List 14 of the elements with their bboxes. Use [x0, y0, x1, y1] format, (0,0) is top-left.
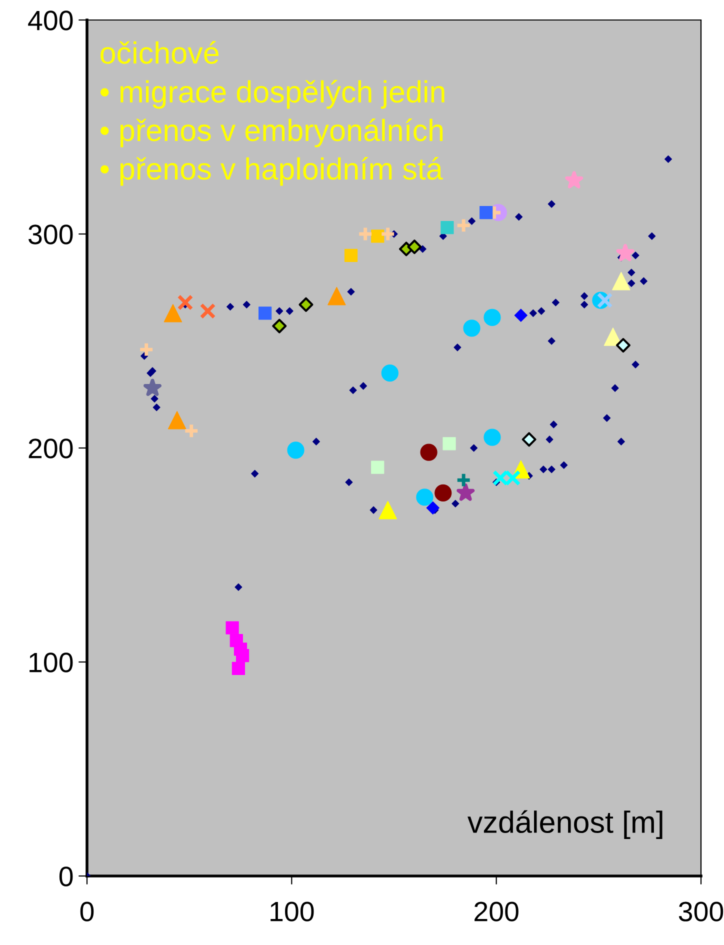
x-axis-title: vzdálenost [m] — [468, 810, 662, 840]
annotation: • přenos v haploidním stá — [100, 156, 443, 186]
x-tick-label: 0 — [80, 902, 94, 922]
annotation: • přenos v embryonálních — [100, 118, 443, 148]
x-tick-label: 100 — [270, 902, 314, 922]
annotation: očichové — [100, 41, 219, 64]
annotation: • migrace dospělých jedin — [100, 80, 444, 109]
y-tick-label: 400 — [28, 10, 73, 30]
y-tick-label: 100 — [30, 652, 73, 672]
x-tick-label: 300 — [678, 902, 724, 922]
x-tick-label: 200 — [474, 902, 518, 922]
y-tick-label: 0 — [59, 866, 73, 886]
y-tick-label: 300 — [28, 224, 73, 244]
y-tick-label: 200 — [28, 438, 73, 458]
